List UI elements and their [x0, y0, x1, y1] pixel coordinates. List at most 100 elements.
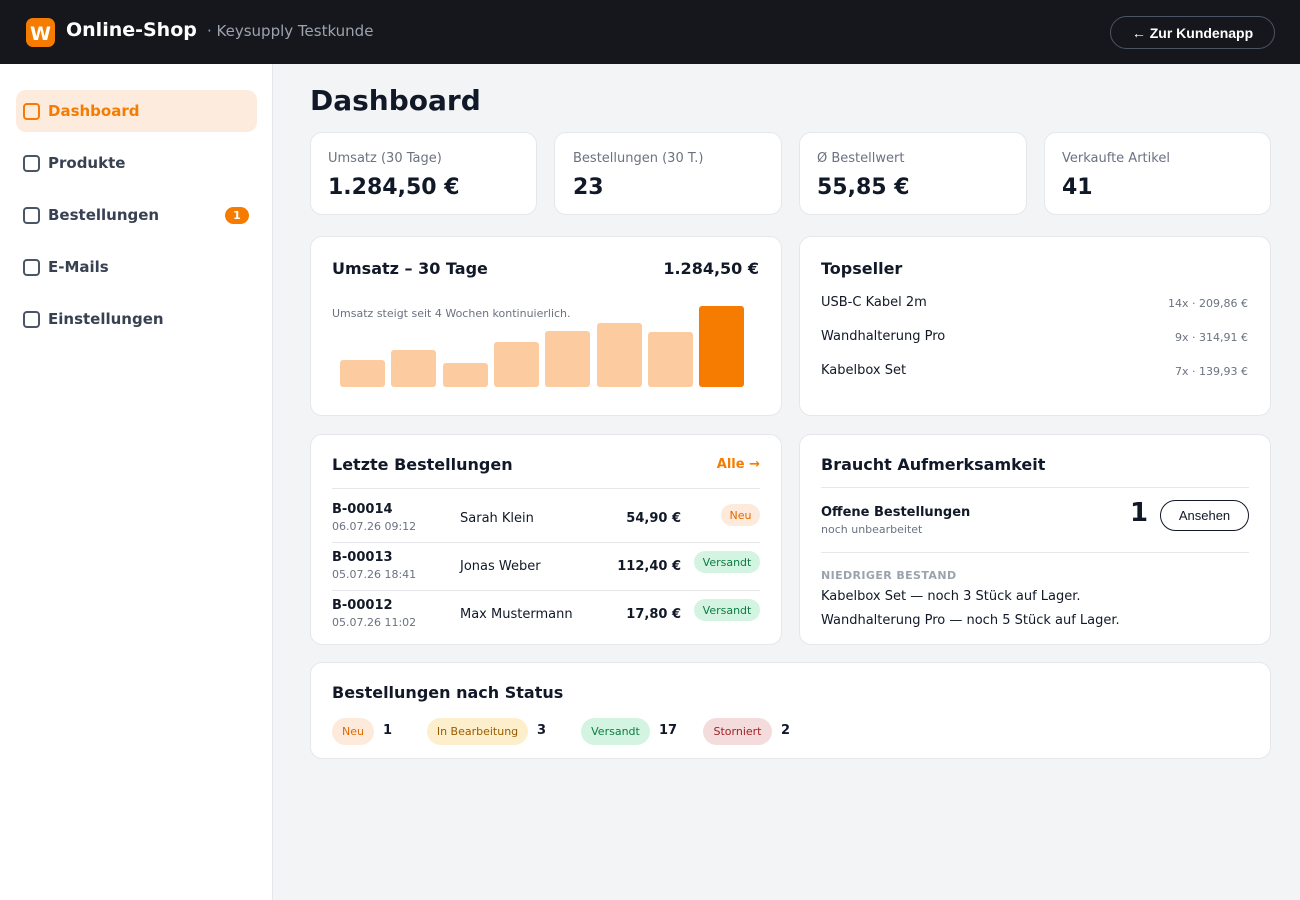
open-orders-title: Offene Bestellungen — [821, 505, 971, 520]
dashboard-icon — [23, 102, 40, 120]
kpi-value: 55,85 € — [817, 175, 910, 200]
topseller-name: USB-C Kabel 2m — [821, 295, 927, 310]
order-customer: Sarah Klein — [460, 511, 534, 526]
status-count: 1 — [383, 723, 393, 738]
recent-orders-title: Letzte Bestellungen — [332, 455, 513, 474]
attention-title: Braucht Aufmerksamkeit — [821, 455, 1046, 474]
table-row[interactable]: B-00013 05.07.26 18:41 Jonas Weber 112,4… — [311, 543, 781, 591]
sidebar-item-dashboard[interactable]: Dashboard — [16, 90, 257, 132]
order-id: B-00012 — [332, 598, 393, 613]
revenue-note: Umsatz steigt seit 4 Wochen kontinuierli… — [332, 307, 571, 320]
revenue-bar — [443, 363, 488, 387]
sidebar-item-label: Produkte — [48, 154, 126, 172]
status-badge-storniert[interactable]: Storniert — [703, 718, 772, 745]
status-badge: Neu — [721, 504, 760, 526]
divider — [332, 488, 760, 489]
kpi-value: 1.284,50 € — [328, 175, 460, 200]
kpi-card-orders: Bestellungen (30 T.) 23 — [554, 132, 782, 215]
status-overview-card: Bestellungen nach Status Neu 1 In Bearbe… — [310, 662, 1271, 759]
status-badge-versandt[interactable]: Versandt — [581, 718, 650, 745]
revenue-bar — [391, 350, 436, 387]
view-open-orders-button[interactable]: Ansehen — [1160, 500, 1249, 531]
open-orders-subtitle: noch unbearbeitet — [821, 523, 923, 536]
low-stock-item: Kabelbox Set — noch 3 Stück auf Lager. — [821, 589, 1081, 604]
status-count: 17 — [659, 723, 678, 738]
revenue-bar-chart — [340, 306, 745, 387]
orders-count-badge: 1 — [225, 206, 249, 224]
settings-icon — [23, 310, 40, 328]
revenue-card-title: Umsatz – 30 Tage — [332, 259, 488, 278]
revenue-bar — [699, 306, 744, 387]
status-overview-title: Bestellungen nach Status — [332, 683, 564, 702]
order-amount: 17,80 € — [626, 607, 681, 622]
back-to-customer-app-button[interactable]: ← Zur Kundenapp — [1110, 16, 1275, 49]
status-badge: Versandt — [694, 551, 760, 573]
divider — [332, 590, 760, 591]
topseller-item[interactable]: USB-C Kabel 2m 14x · 209,86 € — [821, 295, 1248, 315]
topseller-meta: 14x · 209,86 € — [1168, 297, 1248, 310]
kpi-label: Verkaufte Artikel — [1062, 151, 1170, 166]
sidebar-item-label: Dashboard — [48, 102, 140, 120]
sidebar-item-label: Bestellungen — [48, 206, 160, 224]
low-stock-heading: NIEDRIGER BESTAND — [821, 569, 957, 582]
divider — [821, 487, 1249, 488]
order-customer: Jonas Weber — [460, 559, 541, 574]
sidebar-item-emails[interactable]: E-Mails — [16, 246, 257, 288]
order-date: 06.07.26 09:12 — [332, 520, 417, 533]
all-orders-link[interactable]: Alle → — [716, 457, 760, 472]
shop-logo-icon: W — [26, 18, 55, 47]
order-id: B-00014 — [332, 502, 393, 517]
kpi-card-items-sold: Verkaufte Artikel 41 — [1044, 132, 1271, 215]
recent-orders-card: Letzte Bestellungen Alle → B-00014 06.07… — [310, 434, 782, 645]
revenue-bar — [340, 360, 385, 387]
status-badge: Versandt — [694, 599, 760, 621]
order-date: 05.07.26 18:41 — [332, 568, 417, 581]
sidebar-item-einstellungen[interactable]: Einstellungen — [16, 298, 257, 340]
order-amount: 112,40 € — [617, 559, 681, 574]
revenue-bar — [545, 331, 590, 387]
topseller-item[interactable]: Kabelbox Set 7x · 139,93 € — [821, 363, 1248, 383]
kpi-card-revenue: Umsatz (30 Tage) 1.284,50 € — [310, 132, 537, 215]
revenue-bar — [494, 342, 539, 387]
top-bar: W Online-Shop · Keysupply Testkunde ← Zu… — [0, 0, 1300, 64]
status-count: 2 — [781, 723, 791, 738]
status-count: 3 — [537, 723, 547, 738]
kpi-value: 23 — [573, 175, 604, 200]
email-icon — [23, 258, 40, 276]
kpi-label: Ø Bestellwert — [817, 151, 905, 166]
order-id: B-00013 — [332, 550, 393, 565]
sidebar-item-bestellungen[interactable]: Bestellungen 1 — [16, 194, 257, 236]
sidebar-item-label: E-Mails — [48, 258, 109, 276]
shop-subtitle: · Keysupply Testkunde — [207, 22, 374, 40]
kpi-label: Umsatz (30 Tage) — [328, 151, 442, 166]
topseller-meta: 9x · 314,91 € — [1175, 331, 1248, 344]
table-row[interactable]: B-00014 06.07.26 09:12 Sarah Klein 54,90… — [311, 495, 781, 543]
divider — [821, 552, 1249, 553]
revenue-total: 1.284,50 € — [663, 259, 759, 278]
app-title: Online-Shop — [66, 19, 197, 41]
divider — [332, 542, 760, 543]
status-badge-in-bearbeitung[interactable]: In Bearbeitung — [427, 718, 528, 745]
topseller-name: Wandhalterung Pro — [821, 329, 946, 344]
order-date: 05.07.26 11:02 — [332, 616, 417, 629]
topseller-name: Kabelbox Set — [821, 363, 907, 378]
status-badge-neu[interactable]: Neu — [332, 718, 374, 745]
sidebar-item-produkte[interactable]: Produkte — [16, 142, 257, 184]
orders-icon — [23, 206, 40, 224]
kpi-value: 41 — [1062, 175, 1093, 200]
open-orders-count: 1 — [1130, 498, 1149, 528]
kpi-card-avg-order: Ø Bestellwert 55,85 € — [799, 132, 1027, 215]
sidebar: Dashboard Produkte Bestellungen 1 E-Mail… — [0, 64, 273, 900]
table-row[interactable]: B-00012 05.07.26 11:02 Max Mustermann 17… — [311, 591, 781, 639]
topseller-card: Topseller USB-C Kabel 2m 14x · 209,86 € … — [799, 236, 1271, 416]
topseller-title: Topseller — [821, 259, 903, 278]
revenue-bar — [648, 332, 693, 387]
revenue-bar — [597, 323, 642, 387]
low-stock-item: Wandhalterung Pro — noch 5 Stück auf Lag… — [821, 613, 1120, 628]
kpi-label: Bestellungen (30 T.) — [573, 151, 704, 166]
order-customer: Max Mustermann — [460, 607, 573, 622]
order-amount: 54,90 € — [626, 511, 681, 526]
sidebar-item-label: Einstellungen — [48, 310, 164, 328]
topseller-item[interactable]: Wandhalterung Pro 9x · 314,91 € — [821, 329, 1248, 349]
revenue-chart-card: Umsatz – 30 Tage 1.284,50 € Umsatz steig… — [310, 236, 782, 416]
